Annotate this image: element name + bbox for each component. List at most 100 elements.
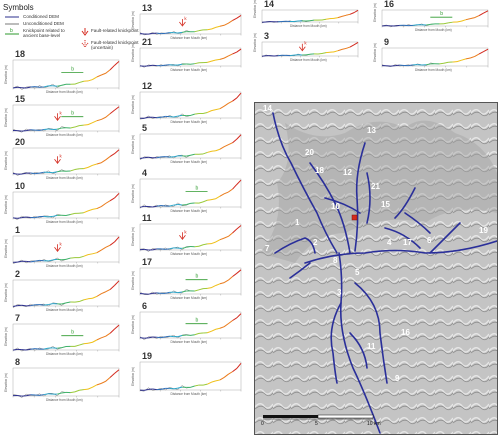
map-label-16: 16 — [401, 328, 410, 337]
conditioned-profile-segment — [215, 25, 221, 28]
conditioned-profile-segment — [341, 14, 347, 17]
profile-plot: b — [139, 267, 242, 296]
conditioned-profile-segment — [202, 151, 208, 155]
conditioned-profile-segment — [341, 47, 347, 50]
map-label-12: 12 — [343, 168, 352, 177]
conditioned-profile-segment — [114, 193, 120, 199]
plot-frame — [139, 13, 242, 35]
map-label-13: 13 — [367, 126, 376, 135]
map-label-18: 18 — [315, 166, 324, 175]
plot-frame — [12, 59, 120, 89]
conditioned-profile-segment — [52, 171, 58, 174]
conditioned-profile-segment — [211, 59, 216, 62]
profile-number: 13 — [142, 3, 153, 13]
conditioned-profile-segment — [169, 247, 174, 250]
conditioned-profile-segment — [87, 208, 93, 212]
conditioned-profile-segment — [211, 198, 216, 201]
x-axis-label: Distance from Mouth (km) — [46, 90, 83, 94]
conditioned-profile-segment — [101, 246, 107, 251]
profile-plot: b — [139, 311, 242, 341]
conditioned-profile-segment — [96, 162, 102, 165]
conditioned-profile-segment — [194, 332, 200, 336]
conditioned-profile-segment — [211, 109, 216, 112]
conditioned-profile-segment — [139, 205, 145, 208]
unconditioned-profile — [12, 324, 120, 352]
profile-number: 16 — [384, 0, 395, 9]
conditioned-profile-segment — [30, 304, 36, 307]
conditioned-profile-segment — [96, 118, 102, 122]
unconditioned-profile — [12, 369, 120, 398]
conditioned-profile-segment — [152, 205, 157, 208]
conditioned-profile-segment — [87, 386, 93, 390]
profile-number: 11 — [142, 213, 152, 223]
conditioned-profile-segment — [207, 150, 212, 153]
conditioned-profile-segment — [79, 255, 84, 259]
conditioned-profile-segment — [83, 298, 89, 301]
conditioned-profile-segment — [30, 348, 36, 350]
conditioned-profile-segment — [207, 60, 212, 63]
profile-panel-15: 15 b k Distance from Mouth (km) Elevation (m… — [3, 94, 123, 141]
conditioned-profile-segment — [443, 61, 449, 64]
conditioned-profile-segment — [353, 42, 359, 46]
conditioned-profile-segment — [165, 248, 170, 250]
conditioned-profile-segment — [345, 13, 351, 16]
unconditioned-profile — [139, 313, 242, 341]
fault-knickpoint-arrow — [54, 113, 61, 121]
conditioned-profile-segment — [186, 246, 191, 248]
conditioned-profile-segment — [430, 23, 436, 25]
conditioned-profile-segment — [57, 392, 62, 395]
conditioned-profile-segment — [211, 285, 216, 289]
profile-number: 8 — [15, 357, 21, 367]
map-label-10: 10 — [331, 202, 340, 211]
conditioned-profile-segment — [223, 191, 229, 195]
conditioned-profile-segment — [52, 258, 58, 261]
map-label-17: 17 — [403, 238, 412, 247]
conditioned-profile-segment — [101, 116, 106, 120]
knickpoint-base-label: b — [71, 330, 74, 336]
conditioned-profile-segment — [26, 129, 31, 132]
conditioned-profile-segment — [215, 379, 221, 382]
unconditioned-profile — [139, 15, 242, 36]
conditioned-profile-segment — [92, 163, 98, 166]
y-axis-label: Elevation (m) — [4, 108, 8, 127]
profile-plot: k — [261, 41, 359, 58]
profile-number: 4 — [142, 168, 148, 178]
profile-plot — [139, 47, 242, 68]
conditioned-profile-segment — [317, 53, 323, 55]
conditioned-profile-segment — [443, 22, 449, 25]
conditioned-profile-segment — [17, 130, 22, 132]
conditioned-profile-segment — [186, 202, 191, 206]
conditioned-profile-segment — [26, 348, 31, 351]
conditioned-profile-segment — [219, 105, 225, 110]
conditioned-profile-segment — [232, 51, 237, 55]
conditioned-profile-segment — [173, 387, 178, 390]
conditioned-profile-segment — [461, 19, 467, 22]
plot-frame — [12, 323, 120, 351]
profile-panel-20: 20 k Distance from Mouth (km) Elevation (m) — [3, 137, 123, 184]
profile-number: 12 — [142, 81, 153, 91]
conditioned-profile-segment — [35, 348, 40, 350]
conditioned-profile-segment — [52, 214, 58, 217]
profile-panel-6: 6 b Distance from Mouth (km) Elevation (m) — [130, 301, 245, 348]
conditioned-profile-segment — [101, 72, 106, 76]
conditioned-profile-segment — [194, 289, 200, 292]
knickpoint-base-icon: b — [5, 28, 19, 35]
x-axis-label: Distance from Mouth (km) — [46, 398, 83, 402]
conditioned-profile-segment — [194, 113, 199, 115]
conditioned-profile-segment — [92, 252, 98, 255]
profile-panel-19: 19 Distance from Mouth (km) Elevation (m) — [130, 351, 245, 400]
conditioned-profile-segment — [148, 32, 153, 35]
x-axis-label: Distance from Mouth (km) — [46, 352, 83, 356]
conditioned-profile-segment — [203, 383, 208, 386]
conditioned-profile-segment — [109, 64, 115, 71]
conditioned-profile-segment — [79, 299, 84, 303]
conditioned-profile-segment — [219, 237, 225, 241]
y-axis-label: Elevation (m) — [4, 327, 8, 346]
conditioned-profile-segment — [139, 157, 145, 159]
plot-frame — [139, 223, 242, 251]
conditioned-profile-segment — [26, 216, 31, 219]
profile-panel-10: 10 Distance from Mouth (km) Elevation (m) — [3, 181, 123, 228]
profile-panel-16: 16 b Distance from Mouth (km) Elevation (m) — [372, 0, 492, 36]
profile-plot: k — [12, 235, 120, 264]
